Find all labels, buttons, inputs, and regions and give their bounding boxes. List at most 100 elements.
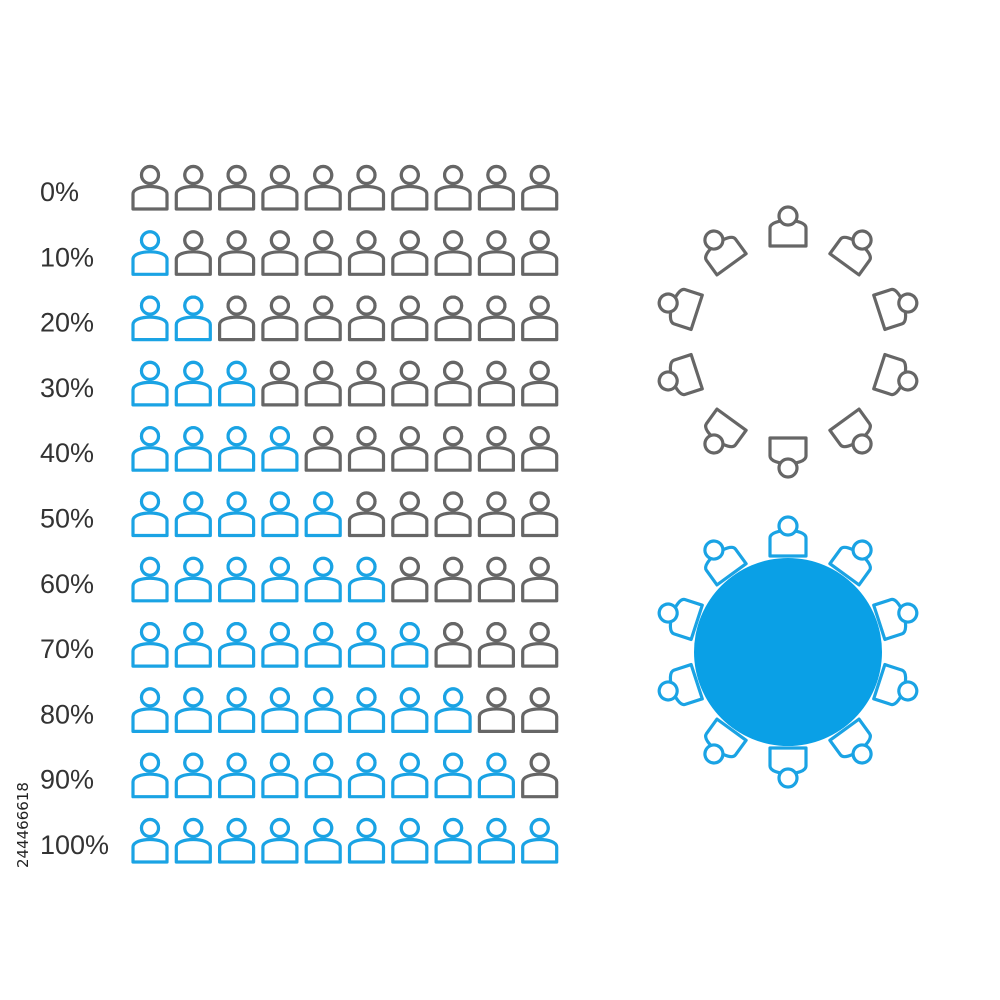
row-label: 50% — [40, 504, 94, 534]
seated-person-icon — [828, 717, 873, 765]
person-icon — [391, 817, 429, 864]
person-icon — [521, 621, 559, 668]
person-icon — [434, 360, 472, 407]
person-icon-grid — [131, 164, 559, 864]
person-icon — [434, 164, 472, 211]
person-icon — [218, 556, 256, 603]
person-icon — [477, 426, 516, 472]
person-icon — [304, 295, 342, 342]
person-icon — [434, 426, 472, 472]
person-icon — [434, 556, 472, 603]
person-icon — [521, 360, 559, 407]
person-icon — [391, 360, 429, 407]
person-icon — [261, 360, 299, 407]
person-icon — [434, 752, 472, 799]
seated-person-icon — [828, 229, 873, 277]
person-icon — [477, 360, 516, 407]
seated-person-icon — [768, 205, 808, 248]
person-icon — [304, 752, 342, 799]
person-icon — [434, 491, 472, 538]
person-icon — [131, 360, 169, 407]
person-icon — [304, 230, 342, 276]
person-icon — [347, 295, 386, 342]
seated-person-icon — [657, 598, 704, 642]
person-icon — [521, 491, 559, 538]
person-icon — [261, 817, 299, 864]
round-table-top — [694, 558, 882, 746]
row-label: 60% — [40, 569, 94, 599]
person-icon — [477, 164, 516, 211]
filled-round-table — [657, 515, 919, 789]
seated-person-icon — [657, 662, 704, 706]
person-icon — [434, 817, 472, 864]
person-icon — [218, 687, 256, 734]
person-icon — [521, 295, 559, 342]
person-icon — [304, 556, 342, 603]
person-icon — [347, 621, 386, 668]
person-icon — [391, 752, 429, 799]
person-icon — [304, 426, 342, 472]
person-icon — [434, 295, 472, 342]
person-icon — [304, 621, 342, 668]
person-icon — [391, 295, 429, 342]
person-icon — [477, 295, 516, 342]
person-icon — [174, 360, 212, 407]
person-icon — [174, 556, 212, 603]
person-icon — [261, 556, 299, 603]
person-icon — [347, 817, 386, 864]
person-icon — [131, 164, 169, 211]
person-icon — [218, 621, 256, 668]
person-icon — [391, 426, 429, 472]
row-label: 0% — [40, 177, 79, 207]
person-icon — [434, 621, 472, 668]
person-icon — [391, 621, 429, 668]
person-icon — [174, 426, 212, 472]
row-label: 30% — [40, 373, 94, 403]
person-icon — [434, 687, 472, 734]
row-label: 70% — [40, 634, 94, 664]
person-icon — [174, 817, 212, 864]
seated-person-icon — [768, 746, 808, 789]
person-icon — [261, 295, 299, 342]
row-label: 90% — [40, 765, 94, 795]
person-icon — [218, 817, 256, 864]
seated-person-icon — [768, 515, 808, 558]
seated-person-icon — [703, 229, 748, 277]
person-icon — [521, 230, 559, 276]
row-label: 80% — [40, 699, 94, 729]
seated-person-icon — [872, 598, 919, 642]
person-icon — [261, 491, 299, 538]
person-icon — [261, 230, 299, 276]
percentage-labels: 0% 10% 20% 30% 40% 50% 60% 70% 80% 90% 100% — [40, 177, 109, 860]
person-icon — [131, 295, 169, 342]
person-icon — [131, 687, 169, 734]
seated-person-icon — [872, 288, 919, 332]
seated-person-icon — [657, 352, 704, 396]
person-icon — [218, 360, 256, 407]
person-icon — [131, 491, 169, 538]
person-icon — [131, 426, 169, 472]
person-icon — [131, 556, 169, 603]
person-icon — [391, 230, 429, 276]
person-icon — [477, 817, 516, 864]
person-icon — [391, 164, 429, 211]
person-icon — [304, 817, 342, 864]
person-icon — [347, 164, 386, 211]
person-icon — [261, 687, 299, 734]
row-label: 10% — [40, 242, 94, 272]
person-icon — [347, 687, 386, 734]
person-icon — [174, 621, 212, 668]
person-icon — [131, 817, 169, 864]
row-label: 40% — [40, 438, 94, 468]
person-icon — [174, 164, 212, 211]
person-icon — [477, 752, 516, 799]
seated-person-icon — [768, 436, 808, 479]
person-icon — [218, 752, 256, 799]
person-icon — [218, 491, 256, 538]
empty-round-table — [657, 205, 919, 479]
person-icon — [304, 491, 342, 538]
person-icon — [391, 687, 429, 734]
person-icon — [218, 164, 256, 211]
person-icon — [521, 752, 559, 799]
person-icon — [391, 491, 429, 538]
